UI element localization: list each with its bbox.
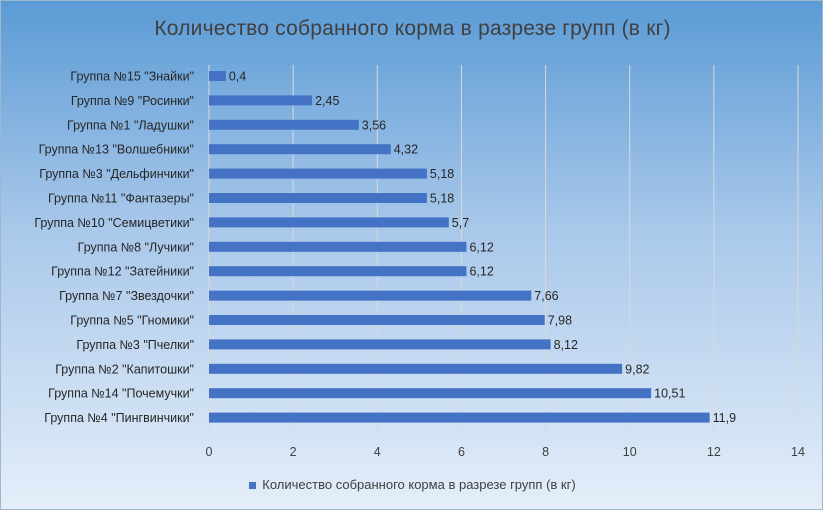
data-label: 5,18 <box>430 167 454 181</box>
category-label: Группа №11 "Фантазеры" <box>48 192 194 206</box>
bar <box>209 241 467 252</box>
x-tick-label: 2 <box>290 445 297 459</box>
legend-swatch <box>249 482 257 490</box>
x-tick-label: 12 <box>707 445 721 459</box>
x-tick-label: 0 <box>206 445 213 459</box>
category-label: Группа №13 "Волшебники" <box>39 143 194 157</box>
data-label: 7,66 <box>534 289 558 303</box>
bar <box>209 266 467 277</box>
category-label: Группа №7 "Звездочки" <box>59 289 194 303</box>
data-label: 0,4 <box>229 70 246 84</box>
category-label: Группа №10 "Семицветики" <box>34 216 194 230</box>
data-label: 4,32 <box>394 143 418 157</box>
legend-label: Количество собранного корма в разрезе гр… <box>262 477 576 492</box>
data-label: 2,45 <box>315 94 339 108</box>
bar <box>209 217 449 228</box>
bar <box>209 363 623 374</box>
category-label: Группа №4 "Пингвинчики" <box>44 411 194 425</box>
category-label: Группа №9 "Росинки" <box>71 94 194 108</box>
bar <box>209 412 710 423</box>
data-label: 6,12 <box>469 240 493 254</box>
category-label: Группа №12 "Затейники" <box>51 265 194 279</box>
data-label: 5,7 <box>452 216 469 230</box>
data-label: 7,98 <box>548 314 572 328</box>
data-label: 9,82 <box>625 362 649 376</box>
x-tick-label: 14 <box>791 445 805 459</box>
category-label: Группа №14 "Почемучки" <box>48 387 194 401</box>
data-label: 6,12 <box>469 265 493 279</box>
category-label: Группа №2 "Капитошки" <box>55 362 194 376</box>
x-tick-label: 8 <box>542 445 549 459</box>
legend: Количество собранного корма в разрезе гр… <box>1 477 823 492</box>
x-tick-label: 10 <box>623 445 637 459</box>
data-label: 3,56 <box>362 118 386 132</box>
bar <box>209 388 652 399</box>
bar <box>209 339 551 350</box>
bar <box>209 119 359 130</box>
bar <box>209 71 226 81</box>
bar <box>209 290 532 301</box>
category-label: Группа №3 "Дельфинчики" <box>39 167 194 181</box>
data-label: 11,9 <box>713 411 736 425</box>
x-tick-label: 6 <box>458 445 465 459</box>
bar <box>209 144 391 155</box>
category-label: Группа №1 "Ладушки" <box>67 118 194 132</box>
category-label: Группа №15 "Знайки" <box>70 70 194 84</box>
category-label: Группа №3 "Пчелки" <box>76 338 194 352</box>
category-label: Группа №8 "Лучики" <box>78 240 194 254</box>
bar <box>209 193 427 203</box>
category-label: Группа №5 "Гномики" <box>70 314 194 328</box>
bar <box>209 315 545 325</box>
bar <box>209 168 427 179</box>
data-label: 10,51 <box>654 387 685 401</box>
chart-title: Количество собранного корма в разрезе гр… <box>154 17 671 40</box>
data-label: 5,18 <box>430 192 454 206</box>
bar <box>209 95 313 106</box>
data-label: 8,12 <box>554 338 578 352</box>
x-tick-label: 4 <box>374 445 381 459</box>
